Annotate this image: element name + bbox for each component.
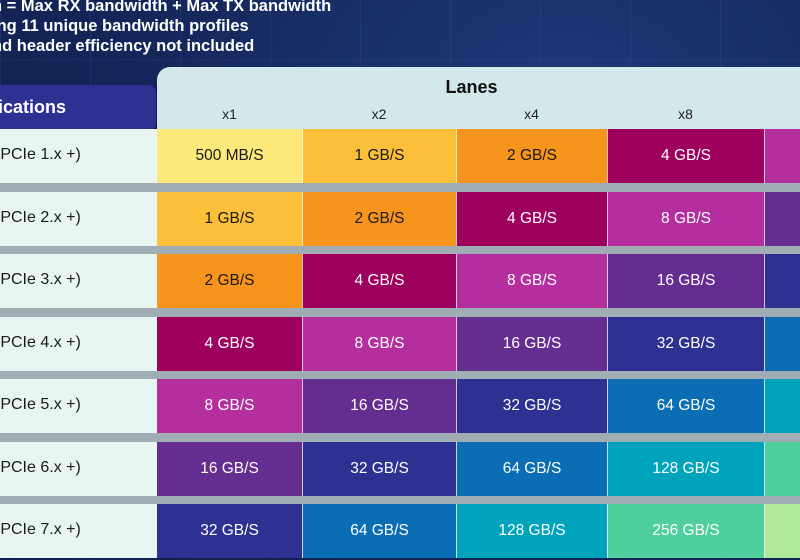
table-row: (PCIe 6.x +) 16 GB/S 32 GB/S 64 GB/S 128 GB/… <box>0 442 800 496</box>
note-line: n = Max RX bandwidth + Max TX bandwidth <box>0 0 332 15</box>
bandwidth-cell: 128 GB/S <box>456 504 607 558</box>
row-label-text: (PCIe 1.x +) <box>0 146 81 163</box>
bandwidth-cell: 2 GB/S <box>456 129 607 183</box>
table-row: (PCIe 2.x +) 1 GB/S 2 GB/S 4 GB/S 8 GB/S <box>0 192 800 246</box>
lanes-header-panel: Lanes x1 x2 x4 x8 <box>157 67 800 129</box>
bandwidth-cell <box>764 192 800 246</box>
table-row: (PCIe 3.x +) 2 GB/S 4 GB/S 8 GB/S 16 GB/S <box>0 254 800 308</box>
bandwidth-cell <box>764 129 800 183</box>
bandwidth-cell: 64 GB/S <box>456 442 607 496</box>
lanes-title: Lanes <box>445 77 498 97</box>
bandwidth-cell: 128 GB/S <box>607 442 764 496</box>
row-label: (PCIe 6.x +) <box>0 442 157 496</box>
row-label: (PCIe 5.x +) <box>0 379 157 433</box>
table-row: (PCIe 4.x +) 4 GB/S 8 GB/S 16 GB/S 32 GB/S <box>0 317 800 371</box>
note-line: ing 11 unique bandwidth profiles <box>0 17 249 35</box>
specifications-header: ications <box>0 85 156 131</box>
table-row: (PCIe 1.x +) 500 MB/S 1 GB/S 2 GB/S 4 GB/S <box>0 129 800 183</box>
row-divider <box>0 246 800 255</box>
bandwidth-cell: 8 GB/S <box>302 317 456 371</box>
lane-header-x1: x1 <box>222 106 237 122</box>
bandwidth-cell: 8 GB/S <box>607 192 764 246</box>
bandwidth-cell <box>764 254 800 308</box>
bandwidth-cell: 16 GB/S <box>302 379 456 433</box>
bandwidth-cell: 2 GB/S <box>157 254 302 308</box>
row-divider <box>0 433 800 442</box>
bandwidth-cell <box>764 504 800 558</box>
lane-header-x8: x8 <box>678 106 693 122</box>
bandwidth-cell: 2 GB/S <box>302 192 456 246</box>
bandwidth-cell: 16 GB/S <box>456 317 607 371</box>
row-label: (PCIe 3.x +) <box>0 254 157 308</box>
row-label: (PCIe 4.x +) <box>0 317 157 371</box>
bandwidth-cell: 64 GB/S <box>302 504 456 558</box>
bandwidth-cell: 4 GB/S <box>607 129 764 183</box>
bandwidth-cell: 16 GB/S <box>607 254 764 308</box>
row-label-text: (PCIe 5.x +) <box>0 396 81 413</box>
row-label: (PCIe 7.x +) <box>0 504 157 558</box>
bandwidth-cell: 32 GB/S <box>302 442 456 496</box>
bandwidth-cell: 32 GB/S <box>607 317 764 371</box>
lane-header-x2: x2 <box>371 106 387 122</box>
row-label-text: (PCIe 2.x +) <box>0 209 81 226</box>
row-divider <box>0 496 800 505</box>
bandwidth-cell: 16 GB/S <box>157 442 302 496</box>
row-divider <box>0 183 800 192</box>
lane-header-x4: x4 <box>524 106 539 122</box>
bandwidth-cell <box>764 379 800 433</box>
specifications-header-label: ications <box>0 97 67 117</box>
bandwidth-cell: 1 GB/S <box>302 129 456 183</box>
bandwidth-cell <box>764 317 800 371</box>
row-label: (PCIe 1.x +) <box>0 129 157 183</box>
row-label-text: (PCIe 3.x +) <box>0 271 81 288</box>
row-label-text: (PCIe 4.x +) <box>0 334 81 351</box>
row-divider <box>0 371 800 380</box>
bandwidth-cell: 32 GB/S <box>456 379 607 433</box>
bandwidth-cell: 500 MB/S <box>157 129 302 183</box>
bandwidth-cell: 4 GB/S <box>302 254 456 308</box>
bandwidth-cell: 1 GB/S <box>157 192 302 246</box>
notes-block: n = Max RX bandwidth + Max TX bandwidth … <box>0 0 331 56</box>
bandwidth-cell: 64 GB/S <box>607 379 764 433</box>
bandwidth-cell <box>764 442 800 496</box>
bandwidth-cell: 256 GB/S <box>607 504 764 558</box>
table-row: (PCIe 5.x +) 8 GB/S 16 GB/S 32 GB/S 64 GB/S <box>0 379 800 433</box>
note-line: nd header efficiency not included <box>0 37 255 55</box>
row-label: (PCIe 2.x +) <box>0 192 157 246</box>
bandwidth-cell: 32 GB/S <box>157 504 302 558</box>
row-divider <box>0 308 800 317</box>
bandwidth-cell: 4 GB/S <box>157 317 302 371</box>
table-row: (PCIe 7.x +) 32 GB/S 64 GB/S 128 GB/S 256 GB… <box>0 504 800 558</box>
row-label-text: (PCIe 6.x +) <box>0 459 81 476</box>
bandwidth-cell: 4 GB/S <box>456 192 607 246</box>
row-label-text: (PCIe 7.x +) <box>0 521 81 538</box>
bandwidth-cell: 8 GB/S <box>157 379 302 433</box>
bandwidth-cell: 8 GB/S <box>456 254 607 308</box>
